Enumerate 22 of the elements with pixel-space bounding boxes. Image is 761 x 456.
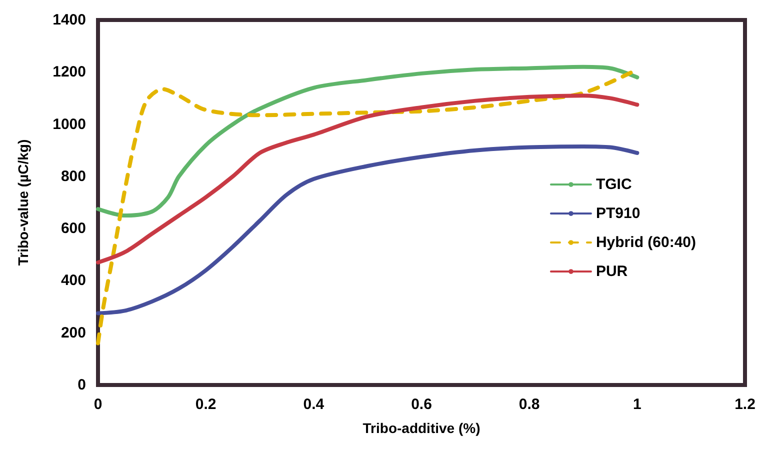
- y-tick-label: 800: [60, 168, 86, 185]
- y-tick-label: 1000: [52, 116, 86, 133]
- x-tick-label: 1.2: [734, 396, 756, 413]
- x-tick-label: 0: [94, 396, 102, 413]
- x-tick-label: 0.4: [303, 396, 325, 413]
- legend-label: Hybrid (60:40): [596, 234, 696, 251]
- x-tick-label: 0.2: [195, 396, 216, 413]
- y-tick-label: 400: [60, 272, 86, 290]
- x-tick-label: 1: [632, 396, 642, 413]
- line-series: [96, 64, 640, 218]
- x-axis-title: Tribo-additive (%): [362, 420, 480, 436]
- x-tick-label: 0.6: [411, 396, 432, 413]
- y-axis-title: Tribo-value (µC/kg): [15, 139, 31, 266]
- y-tick-label: 1400: [52, 12, 86, 28]
- x-tick-label: 0.8: [518, 396, 540, 413]
- legend-label: PT910: [596, 205, 640, 222]
- y-tick-label: 600: [60, 220, 86, 238]
- legend-label: TGIC: [596, 176, 632, 193]
- legend-label: PUR: [596, 263, 628, 280]
- y-tick-label: 1200: [52, 64, 86, 81]
- y-tick-label: 0: [78, 376, 86, 394]
- y-tick-label: 200: [60, 324, 86, 342]
